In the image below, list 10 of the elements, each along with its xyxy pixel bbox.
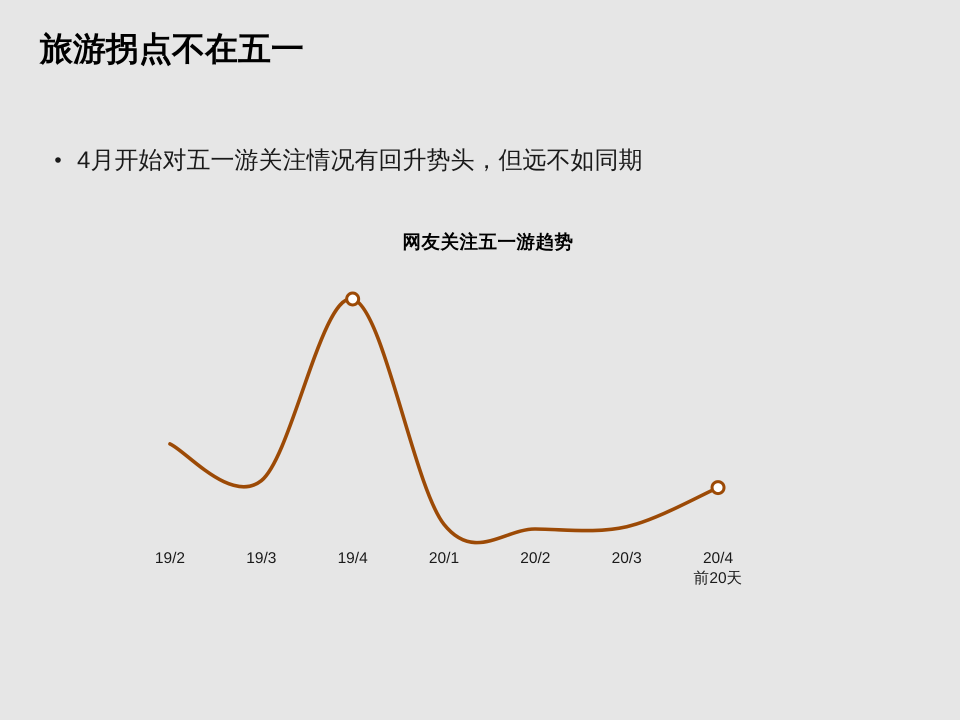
x-tick-label: 20/4 前20天: [693, 550, 743, 587]
x-tick-label: 20/2: [520, 550, 550, 567]
chart-title: 网友关注五一游趋势: [402, 231, 574, 252]
x-tick-label: 19/4: [338, 550, 368, 567]
x-tick-label: 19/2: [154, 550, 186, 567]
annotation: 4月开始对五一游关注情况有回升势头，但远不如同期: [77, 147, 642, 174]
x-tick-label: 20/1: [428, 550, 460, 567]
title: 旅游拐点不在五一: [40, 30, 304, 67]
x-tick-label: 20/3: [612, 550, 642, 567]
x-tick-label: 19/3: [246, 550, 276, 567]
